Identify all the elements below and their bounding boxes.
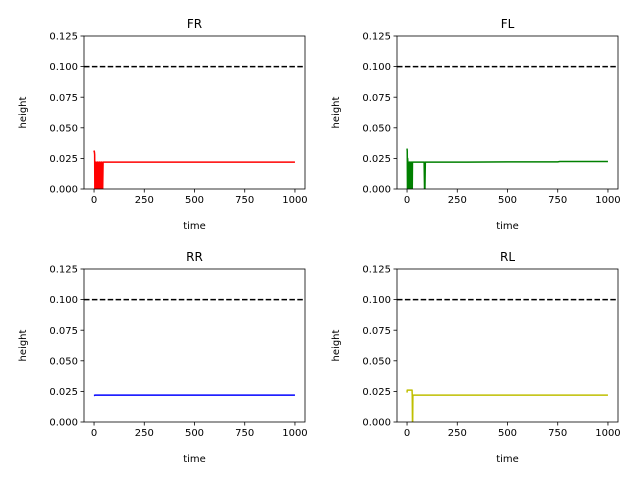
chart-panel-rl: 0 250 500 750 1000 0.000 0.025 0.050 0.075 0.100 0… xyxy=(331,250,621,465)
y-tick-label: 0.100 xyxy=(362,295,391,306)
y-tick-label: 0.050 xyxy=(49,123,78,134)
x-tick-label: 250 xyxy=(448,428,467,439)
chart-panel-fr: 0 250 500 750 1000 0.000 0.025 0.050 0.075 0.100 0… xyxy=(18,17,308,232)
y-tick-label: 0.125 xyxy=(49,265,78,276)
chart-panel-rr: 0 250 500 750 1000 0.000 0.025 0.050 0.075 0.100 0… xyxy=(18,250,308,465)
y-tick-label: 0.075 xyxy=(49,93,78,104)
series-line-0 xyxy=(93,394,295,397)
x-axis-label: time xyxy=(183,454,206,465)
x-tick-label: 750 xyxy=(548,428,567,439)
axes-frame xyxy=(83,268,306,423)
y-tick-label: 0.000 xyxy=(49,185,78,196)
series-line-0 xyxy=(93,150,295,189)
x-tick-label: 0 xyxy=(91,195,97,206)
x-tick-label: 1000 xyxy=(282,195,307,206)
y-tick-label: 0.025 xyxy=(49,154,78,165)
x-tick-label: 500 xyxy=(185,195,204,206)
x-tick-label: 0 xyxy=(404,195,410,206)
y-axis-label: height xyxy=(18,96,29,128)
y-tick-label: 0.075 xyxy=(362,93,391,104)
y-tick-label: 0.050 xyxy=(362,123,391,134)
x-tick-label: 500 xyxy=(498,428,517,439)
x-tick-label: 1000 xyxy=(282,428,307,439)
y-tick-label: 0.025 xyxy=(362,154,391,165)
y-tick-label: 0.100 xyxy=(362,62,391,73)
axes-frame xyxy=(396,268,619,423)
y-axis-label: height xyxy=(331,96,342,128)
y-tick-label: 0.125 xyxy=(362,32,391,43)
series-line-0 xyxy=(406,148,608,189)
x-tick-label: 250 xyxy=(448,195,467,206)
x-tick-label: 500 xyxy=(185,428,204,439)
y-tick-label: 0.125 xyxy=(49,32,78,43)
x-axis-label: time xyxy=(496,454,519,465)
x-tick-label: 0 xyxy=(91,428,97,439)
x-tick-label: 500 xyxy=(498,195,517,206)
y-tick-label: 0.100 xyxy=(49,295,78,306)
x-tick-label: 0 xyxy=(404,428,410,439)
chart-title: RL xyxy=(500,250,515,264)
x-axis-label: time xyxy=(496,221,519,232)
x-tick-label: 1000 xyxy=(595,195,620,206)
x-tick-label: 750 xyxy=(548,195,567,206)
x-tick-label: 250 xyxy=(135,195,154,206)
y-tick-label: 0.000 xyxy=(362,185,391,196)
chart-panel-fl: 0 250 500 750 1000 0.000 0.025 0.050 0.075 0.100 0… xyxy=(331,17,621,232)
y-tick-label: 0.025 xyxy=(49,387,78,398)
chart-title: FL xyxy=(501,17,515,31)
x-axis-label: time xyxy=(183,221,206,232)
y-tick-label: 0.000 xyxy=(362,418,391,429)
series-line-0 xyxy=(406,389,608,422)
axes-frame xyxy=(83,35,306,190)
y-tick-label: 0.075 xyxy=(49,326,78,337)
y-tick-label: 0.125 xyxy=(362,265,391,276)
axes-frame xyxy=(396,35,619,190)
y-tick-label: 0.050 xyxy=(362,356,391,367)
y-tick-label: 0.050 xyxy=(49,356,78,367)
y-axis-label: height xyxy=(331,329,342,361)
y-axis-label: height xyxy=(18,329,29,361)
x-tick-label: 750 xyxy=(235,195,254,206)
y-tick-label: 0.025 xyxy=(362,387,391,398)
y-tick-label: 0.100 xyxy=(49,62,78,73)
y-tick-label: 0.000 xyxy=(49,418,78,429)
x-tick-label: 750 xyxy=(235,428,254,439)
chart-title: FR xyxy=(187,17,202,31)
chart-title: RR xyxy=(186,250,203,264)
y-tick-label: 0.075 xyxy=(362,326,391,337)
x-tick-label: 1000 xyxy=(595,428,620,439)
x-tick-label: 250 xyxy=(135,428,154,439)
